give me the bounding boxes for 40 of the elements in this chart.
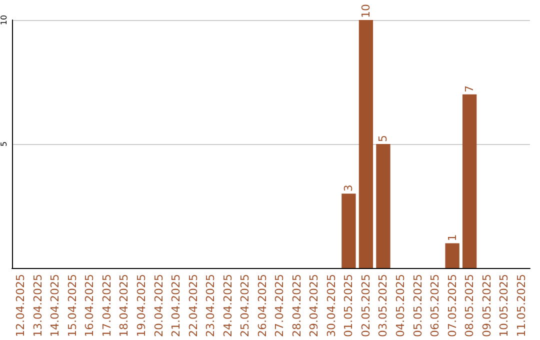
x-tick-label: 05.05.2025 [411,274,424,338]
x-tick-label: 18.04.2025 [118,274,131,338]
x-tick-label: 08.05.2025 [463,274,476,338]
data-label: 3 [342,184,356,192]
x-tick-label: 22.04.2025 [186,274,200,338]
x-tick-label: 20.04.2025 [152,274,166,338]
x-tick-label: 09.05.2025 [480,274,494,338]
x-tick-label: 23.04.2025 [204,274,218,338]
bar [342,194,356,268]
x-tick-label: 10.05.2025 [498,274,511,338]
bar [376,144,390,268]
x-tick-label: 21.04.2025 [170,274,183,338]
bar [358,20,374,268]
x-tick-label: 07.05.2025 [446,274,459,338]
x-tick-label: 15.04.2025 [66,274,79,338]
data-label: 7 [463,85,476,92]
bar [445,243,460,268]
x-tick-label: 25.04.2025 [238,274,252,338]
x-tick-label: 03.05.2025 [376,274,390,338]
x-tick-label: 19.04.2025 [135,274,148,338]
data-label: 5 [376,135,390,142]
x-tick-label: 12.04.2025 [14,274,28,338]
x-tick-label: 17.04.2025 [100,274,114,338]
x-tick-label: 16.04.2025 [83,274,96,338]
x-tick-label: 24.04.2025 [221,274,234,338]
x-tick-label: 27.04.2025 [273,274,286,338]
x-tick-label: 14.04.2025 [48,274,62,338]
x-tick-label: 13.04.2025 [31,274,44,338]
x-tick-label: 04.05.2025 [394,274,407,338]
data-label: 10 [359,4,372,18]
x-tick-label: 06.05.2025 [428,274,442,338]
x-tick-label: 29.04.2025 [308,274,321,338]
x-tick-label: 26.04.2025 [256,274,269,338]
data-label: 1 [446,234,459,242]
x-tick-label: 28.04.2025 [290,274,304,338]
bar [462,94,477,268]
x-tick-label: 01.05.2025 [342,274,356,338]
x-tick-label: 11.05.2025 [514,274,528,338]
x-tick-label: 30.04.2025 [324,274,338,338]
x-tick-label: 02.05.2025 [359,274,372,338]
